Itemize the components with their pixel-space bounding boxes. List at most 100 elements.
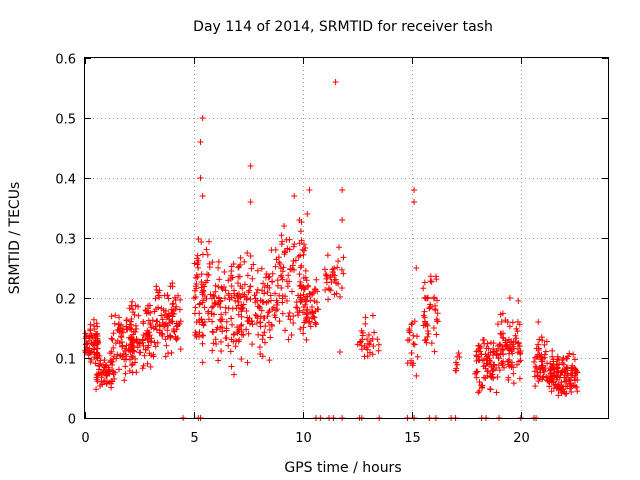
data-point: [562, 390, 569, 397]
y-axis-label: SRMTID / TECUs: [7, 182, 23, 295]
data-point: [282, 293, 289, 300]
data-point: [222, 287, 229, 294]
data-point: [225, 342, 232, 349]
data-point: [236, 326, 243, 333]
data-point: [365, 340, 372, 347]
data-point: [369, 351, 376, 358]
data-point: [422, 319, 429, 326]
data-point: [284, 283, 291, 290]
data-point: [205, 316, 212, 323]
data-point: [276, 318, 283, 325]
data-point: [297, 264, 304, 271]
data-point: [413, 265, 420, 271]
data-point: [493, 389, 500, 396]
data-point: [223, 334, 230, 341]
data-point: [164, 327, 171, 334]
data-point: [212, 336, 219, 343]
data-point: [263, 271, 270, 278]
data-point: [481, 340, 488, 347]
data-point: [286, 310, 293, 317]
data-point: [90, 345, 97, 352]
data-point: [563, 374, 570, 381]
data-point: [547, 376, 554, 383]
data-point: [256, 344, 263, 351]
data-point: [479, 384, 486, 391]
data-points: [82, 79, 581, 421]
data-point: [280, 264, 287, 271]
data-point: [485, 345, 492, 352]
data-point: [128, 342, 135, 349]
data-point: [238, 302, 245, 309]
data-point: [540, 373, 547, 380]
data-point: [139, 339, 146, 346]
data-point: [574, 368, 581, 375]
data-point: [249, 321, 256, 328]
data-point: [198, 271, 205, 278]
data-point: [306, 318, 313, 325]
data-point: [266, 273, 273, 280]
data-point: [502, 337, 509, 344]
data-point: [336, 244, 343, 251]
data-point: [149, 317, 156, 324]
data-point: [210, 340, 217, 347]
data-point: [263, 299, 270, 306]
data-point: [201, 283, 208, 290]
data-point: [247, 283, 254, 290]
data-point: [196, 301, 203, 308]
data-point: [113, 355, 120, 362]
data-point: [322, 271, 329, 278]
data-point: [238, 321, 245, 328]
data-point: [146, 302, 153, 309]
data-point: [535, 341, 542, 348]
data-point: [260, 280, 267, 287]
data-point: [219, 285, 226, 292]
data-point: [304, 211, 311, 217]
data-point: [305, 319, 312, 326]
data-point: [122, 363, 129, 370]
data-point: [217, 338, 224, 345]
data-point: [241, 281, 248, 288]
data-point: [370, 343, 377, 350]
data-point: [365, 332, 372, 339]
data-point: [135, 312, 142, 319]
data-point: [82, 349, 89, 356]
data-point: [433, 276, 440, 283]
data-point: [272, 290, 279, 297]
data-point: [375, 341, 382, 348]
data-point: [158, 312, 165, 319]
data-point: [215, 264, 222, 271]
data-point: [364, 336, 371, 343]
data-point: [325, 296, 332, 303]
data-point: [279, 238, 286, 245]
data-point: [195, 264, 202, 271]
data-point: [506, 295, 513, 301]
data-point: [327, 287, 334, 294]
data-point: [541, 341, 548, 348]
data-point: [571, 374, 578, 381]
data-point: [163, 342, 170, 349]
data-point: [112, 312, 119, 319]
data-point: [311, 298, 318, 305]
data-point: [208, 310, 215, 317]
data-point: [208, 304, 215, 311]
data-point: [338, 285, 345, 292]
data-point: [283, 278, 290, 285]
data-point: [533, 364, 540, 371]
data-point: [542, 348, 549, 355]
data-point: [194, 252, 201, 259]
data-point: [93, 331, 100, 338]
data-point: [486, 357, 493, 364]
data-point: [410, 360, 417, 367]
data-point: [297, 228, 304, 235]
data-point: [406, 329, 413, 336]
data-point: [290, 312, 297, 319]
data-point: [539, 374, 546, 381]
data-point: [340, 270, 347, 277]
data-point: [195, 235, 202, 242]
data-point: [172, 296, 179, 303]
data-point: [494, 321, 501, 328]
data-point: [327, 274, 334, 281]
data-point: [512, 339, 519, 346]
y-tick-label: 0: [68, 413, 76, 428]
data-point: [297, 252, 304, 259]
